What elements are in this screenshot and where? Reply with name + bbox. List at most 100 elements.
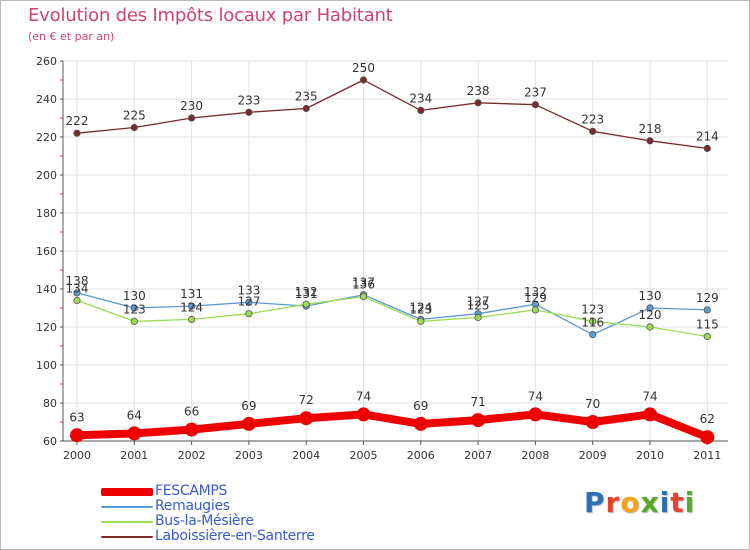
data-label: 131 [295, 287, 318, 301]
x-tick-label: 2005 [350, 449, 378, 462]
data-point [646, 323, 654, 331]
data-point [70, 428, 84, 443]
data-point [646, 137, 654, 145]
legend-swatch [101, 488, 153, 496]
data-point [245, 108, 253, 116]
data-label: 62 [700, 412, 715, 426]
data-point [703, 332, 711, 341]
data-point [302, 300, 310, 308]
data-label: 238 [467, 84, 490, 98]
data-label: 218 [639, 122, 662, 136]
data-label: 125 [467, 299, 490, 313]
data-point [299, 411, 314, 426]
data-point [188, 114, 196, 122]
data-point [589, 127, 597, 135]
y-tick-label: 100 [36, 359, 57, 372]
data-label: 120 [639, 308, 662, 322]
data-label: 130 [123, 289, 146, 303]
chart-subtitle: (en € et par an) [28, 30, 115, 43]
data-point [188, 315, 196, 323]
data-label: 72 [299, 393, 314, 407]
data-label: 225 [123, 109, 146, 123]
data-point [73, 296, 81, 304]
y-tick-label: 120 [36, 321, 57, 334]
y-tick-label: 240 [36, 93, 57, 106]
data-label: 134 [66, 281, 89, 295]
y-tick-label: 260 [36, 55, 57, 68]
data-label: 129 [524, 291, 547, 305]
x-tick-label: 2006 [407, 449, 435, 462]
legend-swatch [101, 506, 153, 508]
logo-letter: t [670, 486, 685, 519]
data-point [585, 415, 600, 429]
logo-letter: P [584, 486, 606, 519]
data-label: 233 [237, 93, 260, 107]
data-label: 69 [241, 399, 256, 413]
logo-letter: i [659, 486, 671, 519]
series-line [73, 410, 712, 442]
series-line [76, 79, 708, 150]
data-label: 138 [66, 274, 89, 288]
data-point [130, 304, 138, 312]
data-label: 214 [696, 129, 719, 143]
data-point [528, 407, 543, 422]
data-label: 74 [356, 389, 371, 403]
data-label: 132 [524, 285, 547, 299]
data-label: 131 [180, 287, 203, 301]
x-tick-label: 2007 [464, 449, 492, 462]
y-tick-label: 180 [36, 207, 57, 220]
data-label: 136 [352, 278, 375, 292]
data-point [73, 289, 81, 297]
data-point [359, 76, 368, 84]
data-label: 130 [639, 289, 662, 303]
proxiti-logo: Proxiti [584, 486, 695, 519]
x-tick-label: 2009 [579, 449, 607, 462]
x-tick-label: 2011 [693, 449, 721, 462]
data-point [413, 416, 428, 431]
data-point [356, 407, 371, 422]
data-point [474, 313, 482, 322]
y-tick-label: 200 [36, 169, 57, 182]
data-label: 222 [66, 114, 89, 128]
data-label: 237 [524, 86, 547, 100]
data-label: 66 [184, 405, 199, 419]
data-label: 123 [409, 302, 432, 316]
data-label: 132 [295, 285, 318, 299]
data-point [417, 317, 425, 325]
data-point [302, 104, 310, 113]
y-tick-label: 160 [36, 245, 57, 258]
y-tick-label: 80 [43, 397, 57, 410]
logo-letter: x [640, 486, 660, 519]
x-tick-label: 2001 [120, 449, 148, 462]
x-tick-label: 2002 [178, 449, 206, 462]
legend-label: Remaugies [155, 498, 230, 514]
legend-label: Laboissière-en-Santerre [155, 528, 315, 544]
x-tick-label: 2010 [636, 449, 664, 462]
data-label: 69 [413, 399, 428, 413]
series-line [76, 295, 708, 338]
data-point [646, 304, 654, 312]
data-label: 234 [409, 91, 432, 105]
y-tick-label: 220 [36, 131, 57, 144]
data-label: 116 [581, 316, 604, 330]
data-label: 74 [528, 389, 543, 403]
data-point [589, 317, 597, 325]
series-line [76, 292, 708, 336]
data-label: 235 [295, 90, 318, 104]
data-point [703, 306, 711, 314]
data-label: 74 [642, 389, 657, 403]
data-label: 223 [581, 112, 604, 126]
data-point [643, 407, 657, 422]
data-point [241, 416, 256, 431]
data-label: 123 [123, 302, 146, 316]
data-label: 124 [180, 300, 203, 314]
data-point [245, 298, 253, 306]
data-label: 71 [470, 395, 485, 409]
x-tick-label: 2003 [235, 449, 263, 462]
data-point [474, 99, 482, 107]
y-tick-label: 140 [36, 283, 57, 296]
data-point [417, 106, 425, 115]
data-label: 70 [585, 397, 600, 411]
logo-letter: o [620, 486, 641, 519]
